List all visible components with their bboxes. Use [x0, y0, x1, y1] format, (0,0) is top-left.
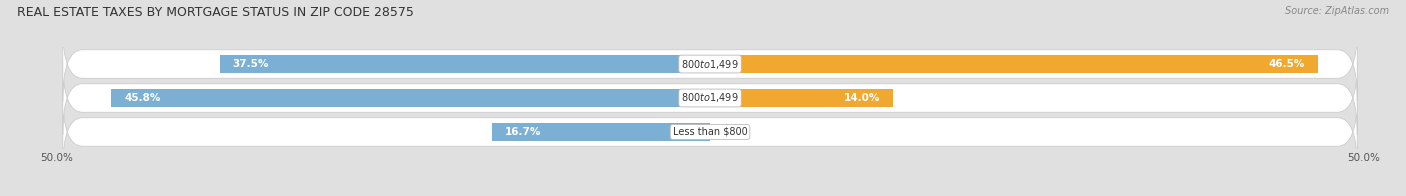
FancyBboxPatch shape: [63, 27, 1357, 101]
Text: Less than $800: Less than $800: [672, 127, 748, 137]
Bar: [219, 55, 710, 73]
Bar: [492, 123, 710, 141]
Text: 0.0%: 0.0%: [720, 127, 747, 137]
Text: 16.7%: 16.7%: [505, 127, 541, 137]
Text: 45.8%: 45.8%: [124, 93, 160, 103]
FancyBboxPatch shape: [63, 61, 1357, 135]
Text: $800 to $1,499: $800 to $1,499: [682, 58, 738, 71]
Text: $800 to $1,499: $800 to $1,499: [682, 92, 738, 104]
FancyBboxPatch shape: [63, 95, 1357, 169]
Bar: [710, 55, 1317, 73]
Text: 46.5%: 46.5%: [1268, 59, 1305, 69]
Bar: [111, 89, 710, 107]
Text: 37.5%: 37.5%: [233, 59, 269, 69]
Text: Source: ZipAtlas.com: Source: ZipAtlas.com: [1285, 6, 1389, 16]
Text: 14.0%: 14.0%: [844, 93, 880, 103]
Bar: [710, 89, 893, 107]
Text: REAL ESTATE TAXES BY MORTGAGE STATUS IN ZIP CODE 28575: REAL ESTATE TAXES BY MORTGAGE STATUS IN …: [17, 6, 413, 19]
